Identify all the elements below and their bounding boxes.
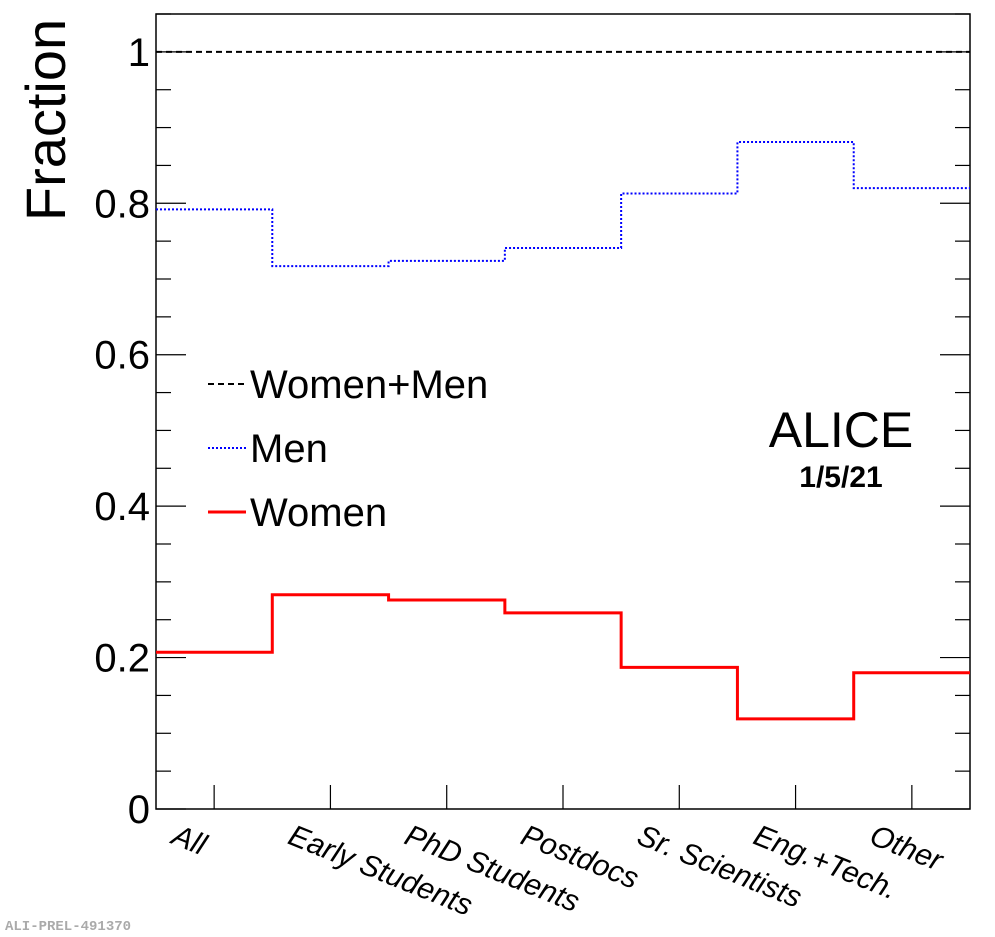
x-tick-label: All xyxy=(166,818,212,862)
y-tick-label: 0.2 xyxy=(94,637,150,681)
legend-label: Women xyxy=(250,491,387,535)
legend-label: Women+Men xyxy=(250,363,488,407)
series-layer xyxy=(156,50,970,721)
series-women xyxy=(156,593,970,721)
preliminary-id: ALI-PREL-491370 xyxy=(5,919,131,935)
y-tick-label: 0.4 xyxy=(94,485,150,529)
legend: Women+Men Men Women xyxy=(208,363,488,535)
y-tick-label: 1 xyxy=(128,31,150,75)
y-axis-label: Fraction xyxy=(14,19,77,221)
y-tick-label: 0.6 xyxy=(94,334,150,378)
y-tick-label: 0.8 xyxy=(94,182,150,226)
annotation-title: ALICE xyxy=(769,402,914,458)
series-men xyxy=(156,140,970,268)
y-tick-label: 0 xyxy=(128,788,150,832)
annotation-date: 1/5/21 xyxy=(799,461,882,494)
legend-label: Men xyxy=(250,427,328,471)
